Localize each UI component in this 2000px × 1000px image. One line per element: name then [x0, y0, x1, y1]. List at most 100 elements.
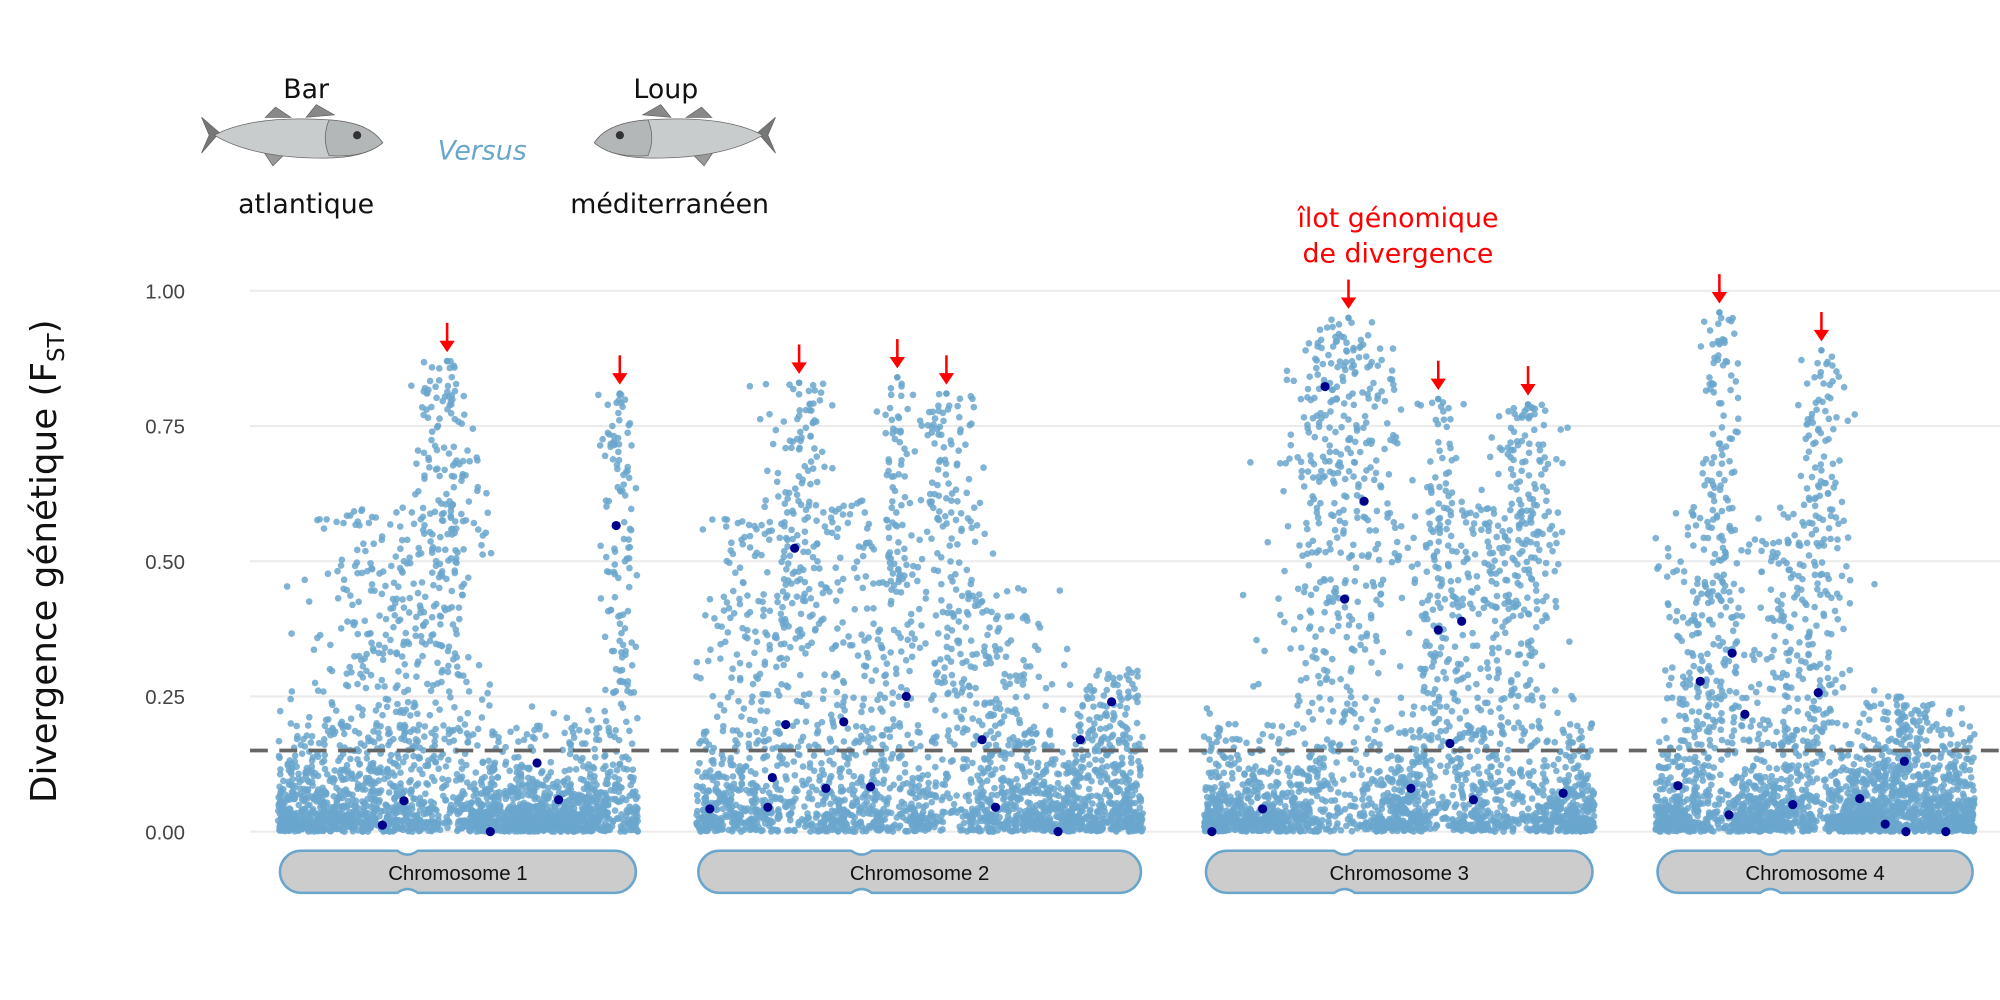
data-point — [954, 541, 961, 548]
data-point — [298, 795, 306, 803]
data-point — [477, 790, 485, 797]
data-point — [478, 775, 486, 783]
data-point — [1025, 728, 1033, 736]
data-point — [800, 593, 807, 601]
data-point — [319, 815, 326, 823]
data-point — [1123, 704, 1131, 712]
data-point — [464, 709, 472, 717]
data-point — [381, 683, 388, 690]
data-point — [414, 710, 421, 718]
data-point — [1035, 620, 1042, 628]
data-point — [742, 763, 749, 771]
data-point — [903, 561, 910, 569]
data-point — [835, 505, 843, 513]
data-point — [307, 739, 315, 746]
data-point — [421, 472, 428, 479]
data-point — [769, 440, 777, 448]
data-point — [363, 777, 371, 785]
data-point — [440, 444, 448, 452]
data-point — [786, 437, 794, 445]
data-point — [1059, 748, 1066, 756]
data-point — [883, 810, 890, 818]
data-point — [814, 721, 821, 729]
data-point — [468, 799, 476, 806]
data-point — [554, 819, 562, 827]
data-point — [529, 733, 537, 741]
data-point — [725, 805, 733, 813]
data-point — [693, 658, 701, 666]
data-point — [294, 822, 302, 830]
data-point — [588, 826, 595, 833]
data-point — [406, 554, 413, 561]
data-point — [575, 812, 583, 820]
data-point — [875, 628, 882, 636]
data-point — [410, 761, 418, 769]
data-point — [862, 805, 870, 813]
data-point — [932, 763, 939, 771]
data-point — [528, 703, 536, 710]
data-point — [393, 595, 400, 603]
data-point — [946, 542, 954, 549]
data-point — [957, 713, 965, 721]
data-point — [416, 744, 424, 752]
data-point — [451, 364, 458, 371]
data-point — [948, 497, 955, 504]
data-point — [287, 695, 295, 703]
data-point — [319, 784, 326, 792]
data-point — [547, 758, 555, 766]
data-point — [1020, 671, 1028, 678]
data-point — [928, 798, 936, 806]
data-point — [760, 730, 767, 738]
data-point — [967, 779, 975, 786]
data-point — [376, 612, 383, 620]
data-point — [1060, 661, 1068, 669]
data-point — [626, 564, 633, 572]
data-point — [986, 624, 993, 631]
data-point — [528, 787, 536, 794]
data-point — [456, 715, 464, 723]
data-point — [391, 821, 398, 829]
data-point — [762, 497, 770, 504]
data-point — [283, 583, 291, 590]
data-point — [888, 416, 896, 424]
data-point — [586, 774, 594, 781]
data-point — [791, 771, 799, 779]
data-point — [1032, 785, 1039, 793]
data-point — [375, 641, 383, 649]
data-point — [896, 720, 903, 727]
data-point — [358, 711, 366, 719]
data-point — [956, 428, 964, 436]
data-point — [963, 566, 971, 574]
data-point — [561, 729, 568, 737]
data-point — [436, 560, 444, 568]
data-point — [382, 582, 389, 590]
data-point — [1095, 802, 1103, 809]
data-point — [452, 554, 460, 562]
data-point — [370, 728, 377, 735]
data-point — [745, 661, 753, 669]
data-point — [395, 667, 402, 675]
data-point — [889, 689, 897, 697]
data-point — [975, 717, 983, 725]
data-point — [844, 760, 851, 768]
data-point — [611, 561, 619, 568]
data-point — [820, 771, 828, 778]
data-point — [351, 653, 358, 660]
data-point — [985, 796, 992, 803]
data-point — [413, 460, 420, 467]
data-point — [315, 739, 323, 747]
data-point — [1092, 756, 1099, 764]
data-point — [437, 641, 445, 649]
data-point — [523, 730, 531, 738]
data-point — [1080, 764, 1087, 771]
data-point — [300, 785, 308, 793]
data-point — [897, 392, 905, 400]
data-point — [600, 823, 607, 830]
data-point — [353, 546, 361, 554]
data-point — [620, 765, 628, 772]
data-point — [365, 630, 373, 638]
data-point — [428, 613, 436, 621]
data-point — [833, 701, 841, 709]
data-point — [1134, 667, 1141, 675]
data-point — [992, 766, 999, 773]
